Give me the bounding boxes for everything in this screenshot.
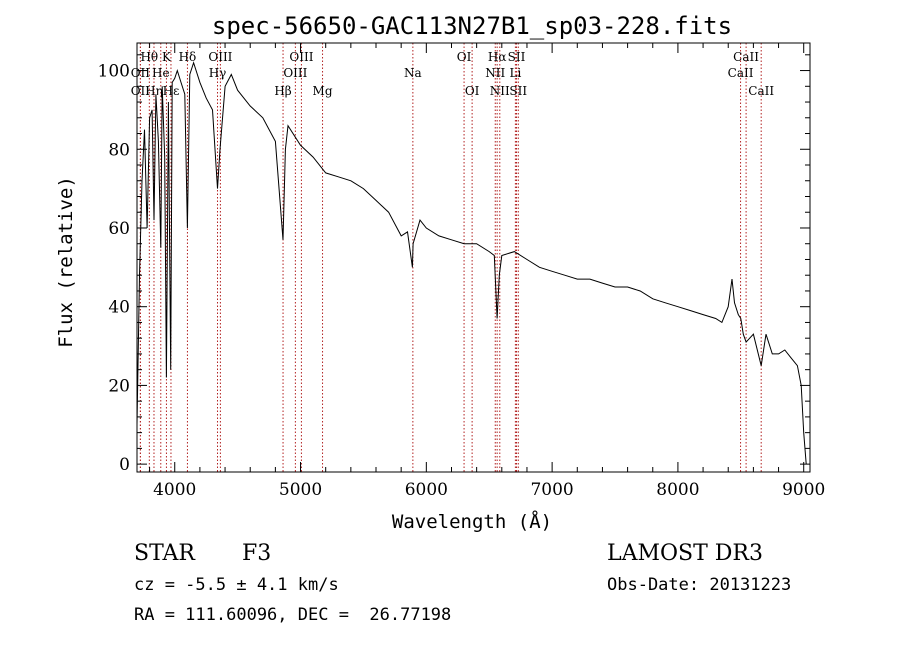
x-tick-label: 4000 [153, 480, 196, 500]
x-tick-label: 5000 [279, 480, 322, 500]
line-label: K [162, 50, 172, 64]
plot-frame [136, 42, 811, 473]
line-label: OII [131, 66, 151, 80]
line-label: Hδ [179, 50, 197, 64]
x-tick-label: 6000 [405, 480, 448, 500]
line-label: NII [485, 66, 505, 80]
coordinates: RA = 111.60096, DEC = 26.77198 [134, 605, 451, 625]
line-label: OIII [208, 50, 232, 64]
x-tick-label: 7000 [530, 480, 573, 500]
line-label: Hβ [274, 84, 291, 98]
line-label: OIII [283, 66, 307, 80]
emission-line-markers [139, 43, 762, 472]
line-label: CaII [748, 84, 774, 98]
line-label: CaII [728, 66, 754, 80]
line-label: Mg [313, 84, 333, 98]
y-tick-label: 20 [108, 376, 130, 396]
line-label: Li [509, 66, 521, 80]
x-axis: 4000 5000 6000 7000 8000 9000 [149, 43, 825, 500]
line-label: Hα [488, 50, 507, 64]
x-axis-label: Wavelength (Å) [392, 510, 552, 533]
survey-name: LAMOST DR3 [607, 541, 763, 566]
x-tick-label: 9000 [782, 480, 825, 500]
line-label: Hθ [140, 50, 158, 64]
x-tick-label: 8000 [656, 480, 699, 500]
line-label: SII [509, 84, 527, 98]
line-label: CaII [733, 50, 759, 64]
y-axis-label: Flux (relative) [55, 176, 77, 348]
line-label: OII [131, 84, 151, 98]
line-label: OIII [289, 50, 313, 64]
line-label: NII [490, 84, 510, 98]
y-tick-label: 80 [108, 140, 130, 160]
y-tick-label: 0 [119, 455, 130, 475]
flux-line [136, 61, 807, 465]
line-label: Hη [145, 84, 163, 98]
line-label: He [152, 66, 170, 80]
y-tick-label: 60 [108, 219, 130, 239]
observation-date: Obs-Date: 20131223 [607, 575, 791, 595]
line-label: OI [465, 84, 480, 98]
chart-title: spec-56650-GAC113N27B1_sp03-228.fits [212, 12, 732, 40]
line-label: OI [457, 50, 472, 64]
line-label: Hε [163, 84, 180, 98]
object-class: STAR [134, 541, 196, 566]
object-subclass: F3 [242, 541, 271, 566]
y-tick-label: 100 [98, 62, 130, 82]
line-label: Na [404, 66, 422, 80]
y-axis: 0 20 40 60 80 100 [98, 54, 810, 475]
line-label: SII [508, 50, 526, 64]
redshift-value: cz = -5.5 ± 4.1 km/s [134, 575, 339, 595]
line-label: Hγ [209, 66, 227, 80]
y-tick-label: 40 [108, 298, 130, 318]
